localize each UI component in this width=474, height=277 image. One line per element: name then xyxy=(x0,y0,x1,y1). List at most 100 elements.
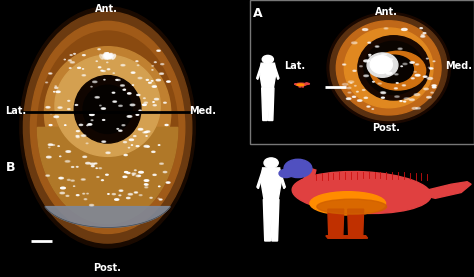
Ellipse shape xyxy=(136,114,139,115)
Text: Lat.: Lat. xyxy=(284,61,306,71)
Ellipse shape xyxy=(139,171,143,173)
Ellipse shape xyxy=(58,107,62,108)
Text: Post.: Post. xyxy=(93,263,120,273)
Ellipse shape xyxy=(128,194,133,195)
Ellipse shape xyxy=(119,195,121,196)
Ellipse shape xyxy=(431,92,433,93)
Ellipse shape xyxy=(336,21,441,115)
Ellipse shape xyxy=(414,71,416,72)
Polygon shape xyxy=(270,199,279,241)
Ellipse shape xyxy=(82,179,85,180)
Polygon shape xyxy=(273,65,279,79)
Ellipse shape xyxy=(127,198,130,199)
Ellipse shape xyxy=(107,53,110,58)
Ellipse shape xyxy=(84,199,87,200)
Ellipse shape xyxy=(381,92,385,93)
Ellipse shape xyxy=(138,129,143,130)
Ellipse shape xyxy=(427,96,431,98)
Ellipse shape xyxy=(370,51,426,90)
Ellipse shape xyxy=(401,29,407,30)
Ellipse shape xyxy=(87,193,88,194)
Ellipse shape xyxy=(117,79,120,81)
Ellipse shape xyxy=(100,105,101,106)
Ellipse shape xyxy=(403,63,407,65)
Ellipse shape xyxy=(264,158,278,168)
Ellipse shape xyxy=(152,86,156,87)
Ellipse shape xyxy=(423,76,427,77)
Ellipse shape xyxy=(160,163,164,164)
Ellipse shape xyxy=(395,74,398,75)
Ellipse shape xyxy=(155,62,156,63)
Polygon shape xyxy=(267,88,274,120)
Ellipse shape xyxy=(95,97,99,98)
Ellipse shape xyxy=(45,47,171,179)
Ellipse shape xyxy=(112,92,115,93)
Ellipse shape xyxy=(66,151,71,152)
Ellipse shape xyxy=(101,54,105,59)
Ellipse shape xyxy=(119,190,123,191)
Ellipse shape xyxy=(373,81,374,82)
Ellipse shape xyxy=(374,55,413,83)
Ellipse shape xyxy=(353,96,356,97)
Ellipse shape xyxy=(70,61,74,63)
Ellipse shape xyxy=(119,105,122,106)
Ellipse shape xyxy=(165,124,168,125)
Ellipse shape xyxy=(68,60,72,61)
Polygon shape xyxy=(262,88,268,120)
Ellipse shape xyxy=(119,130,122,131)
Ellipse shape xyxy=(343,87,345,88)
Ellipse shape xyxy=(106,53,109,58)
Ellipse shape xyxy=(310,192,385,215)
Ellipse shape xyxy=(383,62,387,63)
Ellipse shape xyxy=(76,137,79,138)
Ellipse shape xyxy=(388,59,393,60)
Ellipse shape xyxy=(371,58,376,60)
Ellipse shape xyxy=(317,199,387,214)
Ellipse shape xyxy=(123,89,126,90)
Ellipse shape xyxy=(61,187,65,189)
Ellipse shape xyxy=(116,79,118,80)
Ellipse shape xyxy=(402,85,405,86)
Ellipse shape xyxy=(427,78,433,79)
Ellipse shape xyxy=(404,101,406,102)
Ellipse shape xyxy=(144,180,149,181)
Polygon shape xyxy=(257,170,264,189)
Ellipse shape xyxy=(346,98,351,99)
Ellipse shape xyxy=(138,77,142,79)
Ellipse shape xyxy=(105,54,108,59)
Ellipse shape xyxy=(101,108,105,109)
Polygon shape xyxy=(302,168,316,187)
Ellipse shape xyxy=(104,53,107,58)
Ellipse shape xyxy=(432,87,436,88)
Ellipse shape xyxy=(91,86,92,87)
Ellipse shape xyxy=(370,56,392,73)
Ellipse shape xyxy=(292,171,431,214)
Ellipse shape xyxy=(112,194,116,195)
Ellipse shape xyxy=(382,97,384,98)
Ellipse shape xyxy=(49,73,52,74)
Ellipse shape xyxy=(155,98,159,100)
Ellipse shape xyxy=(56,91,60,93)
Ellipse shape xyxy=(143,132,145,133)
Polygon shape xyxy=(328,209,344,238)
Ellipse shape xyxy=(394,88,397,89)
Ellipse shape xyxy=(78,67,81,68)
Ellipse shape xyxy=(157,50,160,51)
Ellipse shape xyxy=(308,83,310,84)
Ellipse shape xyxy=(60,192,64,194)
Ellipse shape xyxy=(88,124,92,125)
Ellipse shape xyxy=(410,99,414,101)
Ellipse shape xyxy=(136,146,139,147)
Ellipse shape xyxy=(364,97,367,98)
Ellipse shape xyxy=(153,105,156,106)
Ellipse shape xyxy=(112,54,116,59)
Ellipse shape xyxy=(73,53,75,54)
Polygon shape xyxy=(37,127,178,224)
Ellipse shape xyxy=(105,53,108,58)
Ellipse shape xyxy=(132,173,136,174)
Ellipse shape xyxy=(82,75,85,76)
Ellipse shape xyxy=(83,85,132,134)
Ellipse shape xyxy=(305,83,308,84)
Text: A: A xyxy=(253,7,262,20)
Ellipse shape xyxy=(152,151,155,152)
